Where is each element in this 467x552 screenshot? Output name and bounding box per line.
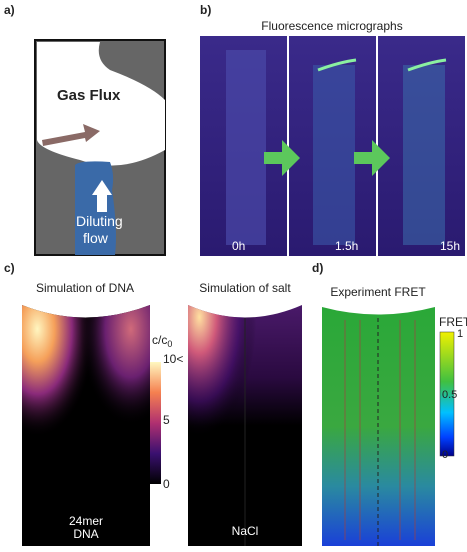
panel-title: Simulation of DNA	[36, 281, 134, 295]
label: Diluting	[76, 213, 123, 229]
channel	[313, 65, 355, 245]
channel	[403, 65, 445, 245]
tick-label: 1	[457, 328, 463, 340]
colorbar	[150, 362, 161, 484]
panel-title: Simulation of salt	[199, 281, 291, 295]
figure: a) Gas Flux Diluting flow b) Fluorescenc…	[0, 0, 467, 552]
simulation	[22, 305, 150, 546]
panel-label: a)	[4, 3, 15, 17]
panel-title: Fluorescence micrographs	[261, 19, 402, 33]
caption: DNA	[73, 527, 98, 541]
time-label: 1.5h	[335, 239, 358, 253]
tick-label: 0.5	[442, 389, 457, 401]
tick-label: 5	[163, 413, 170, 427]
panel-label: b)	[200, 3, 211, 17]
caption: 24mer	[69, 514, 103, 528]
colorbar-title: c/c0	[152, 333, 172, 349]
panel-label: d)	[312, 261, 323, 275]
caption: NaCl	[232, 524, 259, 538]
time-label: 15h	[440, 239, 460, 253]
panel-title: Experiment FRET	[330, 285, 426, 299]
tick-label: 10<	[163, 352, 183, 366]
time-label: 0h	[232, 239, 245, 253]
label: flow	[83, 230, 109, 246]
channel	[226, 50, 266, 245]
label: Gas Flux	[57, 87, 121, 104]
panel-label: c)	[4, 261, 15, 275]
tick-label: 0	[442, 449, 448, 461]
colorbar-title: FRET	[439, 315, 467, 329]
tick-label: 0	[163, 477, 170, 491]
